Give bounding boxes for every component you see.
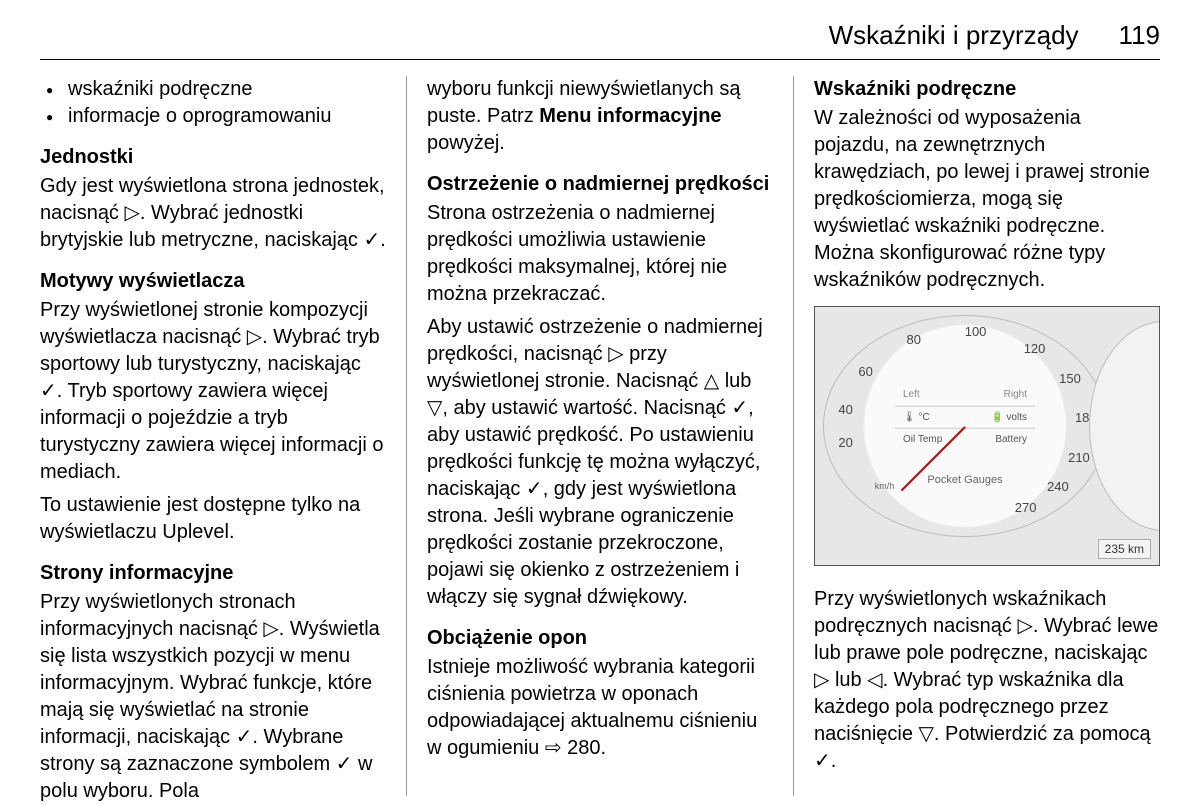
center-left-value: Oil Temp xyxy=(903,433,942,447)
content-columns: wskaźniki podręczne informacje o oprogra… xyxy=(40,76,1160,796)
tick-label: 80 xyxy=(907,332,921,350)
overspeed-heading: Ostrzeżenie o nadmiernej prędkości xyxy=(427,171,773,198)
bullet-item: wskaźniki podręczne xyxy=(68,76,386,103)
tick-label: 20 xyxy=(838,434,852,452)
center-left-icon: 🌡 °C xyxy=(903,411,930,425)
center-left-header: Left xyxy=(903,388,920,402)
overspeed-text1: Strona ostrzeżenia o nadmiernej prędkośc… xyxy=(427,200,773,308)
tire-heading: Obciążenie opon xyxy=(427,625,773,652)
tick-label: 240 xyxy=(1047,478,1069,496)
section-title: Wskaźniki i przyrządy xyxy=(829,18,1079,53)
units-text: Gdy jest wyświetlona strona jednostek, n… xyxy=(40,173,386,254)
center-right-icon: 🔋 volts xyxy=(991,411,1027,425)
pocket-text1: W zależności od wyposażenia pojazdu, na … xyxy=(814,105,1160,294)
center-right-header: Right xyxy=(1004,388,1027,402)
tick-label: 210 xyxy=(1068,450,1090,468)
themes-heading: Motywy wyświetlacza xyxy=(40,268,386,295)
center-right-value: Battery xyxy=(995,433,1027,447)
continuation-text: wyboru funkcji niewyświetlanych są puste… xyxy=(427,76,773,157)
cont-b: powyżej. xyxy=(427,132,505,154)
bullet-item: informacje o oprogramowaniu xyxy=(68,103,386,130)
tick-label: 40 xyxy=(838,401,852,419)
dial-center-panel: Left Right 🌡 °C 🔋 volts Oil Temp Battery xyxy=(895,384,1035,451)
tick-label: 270 xyxy=(1015,499,1037,517)
dashboard-illustration: 20406080100120150180210240270 Left Right… xyxy=(814,306,1160,566)
cont-bold: Menu informacyjne xyxy=(539,105,721,127)
tire-text: Istnieje możliwość wybrania kategorii ci… xyxy=(427,654,773,762)
column-2: wyboru funkcji niewyświetlanych są puste… xyxy=(406,76,793,796)
units-heading: Jednostki xyxy=(40,144,386,171)
bullet-list: wskaźniki podręczne informacje o oprogra… xyxy=(68,76,386,130)
pocket-heading: Wskaźniki podręczne xyxy=(814,76,1160,103)
infopages-text: Przy wyświetlonych stronach informacyjny… xyxy=(40,589,386,805)
speedometer-dial: 20406080100120150180210240270 Left Right… xyxy=(823,315,1107,537)
page-header: Wskaźniki i przyrządy 119 xyxy=(40,18,1160,60)
infopages-heading: Strony informacyjne xyxy=(40,560,386,587)
themes-text1: Przy wyświetlonej stronie kompozycji wyś… xyxy=(40,297,386,486)
kmh-label: km/h xyxy=(875,480,895,492)
tick-label: 120 xyxy=(1024,340,1046,358)
tick-label: 150 xyxy=(1059,370,1081,388)
column-1: wskaźniki podręczne informacje o oprogra… xyxy=(40,76,406,796)
pocket-gauges-label: Pocket Gauges xyxy=(927,473,1002,488)
tick-label: 100 xyxy=(965,323,987,341)
pocket-text2: Przy wyświetlonych wskaźnikach podręczny… xyxy=(814,586,1160,775)
odometer: 235 km xyxy=(1098,539,1151,559)
themes-text2: To ustawienie jest dostępne tylko na wyś… xyxy=(40,492,386,546)
overspeed-text2: Aby ustawić ostrzeżenie o nadmiernej prę… xyxy=(427,314,773,611)
column-3: Wskaźniki podręczne W zależności od wypo… xyxy=(793,76,1160,796)
page-number: 119 xyxy=(1119,18,1160,53)
tick-label: 60 xyxy=(858,363,872,381)
